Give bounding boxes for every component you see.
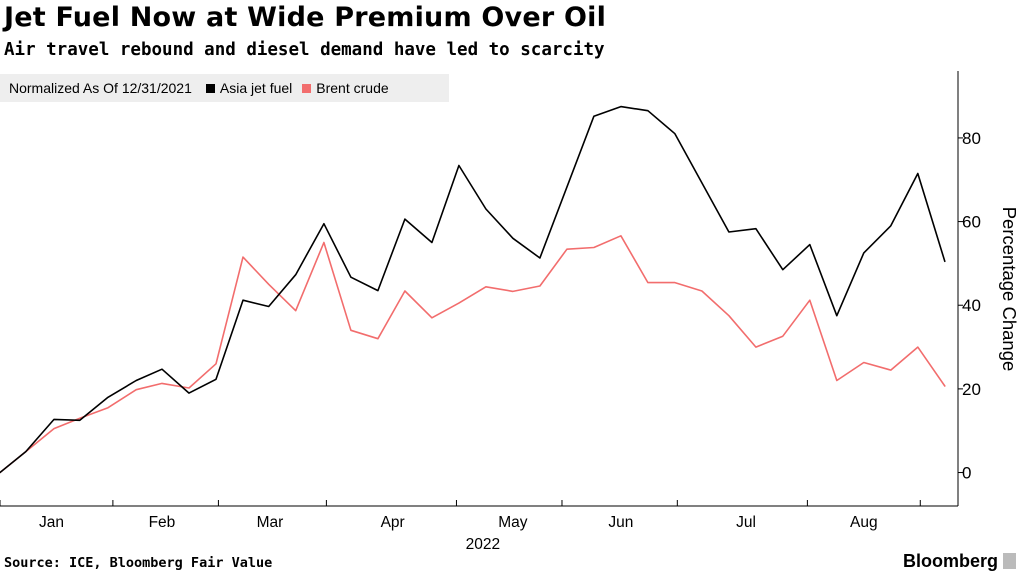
x-tick-label: Jul — [736, 514, 756, 531]
y-tick-label: 60 — [962, 213, 981, 232]
y-tick-label: 80 — [962, 129, 981, 148]
y-tick-label: 0 — [962, 464, 971, 483]
legend-label-brent-crude: Brent crude — [316, 80, 389, 96]
normalization-note: Normalized As Of 12/31/2021 — [9, 80, 192, 96]
chart-subtitle: Air travel rebound and diesel demand hav… — [4, 40, 605, 60]
legend: Normalized As Of 12/31/2021 Asia jet fue… — [0, 74, 449, 102]
legend-item-asia-jet-fuel: Asia jet fuel — [205, 80, 293, 96]
chart-title: Jet Fuel Now at Wide Premium Over Oil — [4, 2, 607, 33]
chart-labels: 0 20 40 60 80 Percentage Change Jan Feb Mar Apr Ma… — [39, 129, 1020, 553]
y-tick-label: 40 — [962, 296, 981, 315]
series-line-asia-jet-fuel — [0, 105, 946, 474]
x-tick-label: Mar — [257, 514, 284, 531]
legend-label-asia-jet-fuel: Asia jet fuel — [219, 80, 293, 96]
series-line-brent-crude — [0, 235, 946, 474]
x-tick-label: Jun — [608, 514, 633, 531]
chart-axes — [0, 71, 963, 507]
x-tick-label: May — [498, 514, 528, 531]
x-axis-year-label: 2022 — [466, 536, 500, 553]
legend-swatch-asia-jet-fuel — [205, 83, 215, 93]
x-tick-label: Feb — [149, 514, 176, 531]
bloomberg-logo: Bloomberg — [902, 551, 998, 571]
x-tick-label: Jan — [39, 514, 64, 531]
y-axis-title: Percentage Change — [999, 207, 1020, 372]
chart-lines — [0, 105, 946, 474]
logo-mark-icon — [1003, 553, 1016, 569]
x-tick-label: Apr — [381, 514, 405, 531]
y-tick-label: 20 — [962, 380, 981, 399]
source-note: Source: ICE, Bloomberg Fair Value — [4, 555, 273, 571]
legend-item-brent-crude: Brent crude — [302, 80, 389, 96]
x-tick-label: Aug — [850, 514, 878, 531]
legend-swatch-brent-crude — [302, 83, 312, 93]
